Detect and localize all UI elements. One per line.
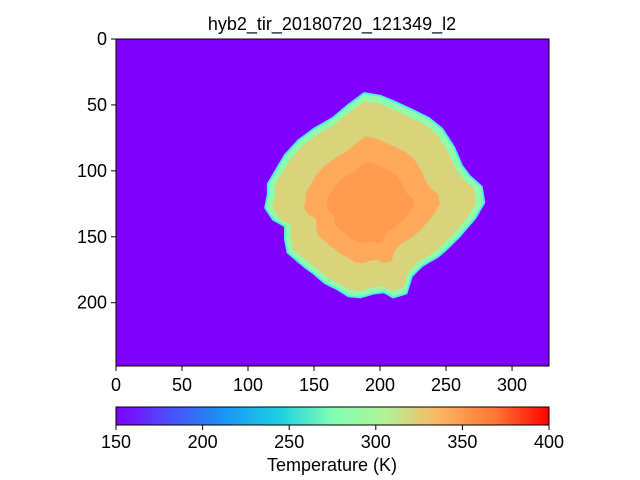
colorbar-ticks: 150 200 250 300 350 400	[101, 425, 564, 452]
x-tick-label: 150	[299, 375, 329, 395]
x-tick-label: 0	[111, 375, 121, 395]
colorbar-tick-label: 150	[101, 432, 131, 452]
colorbar-tick-label: 250	[274, 432, 304, 452]
y-tick-label: 100	[77, 161, 107, 181]
y-tick-label: 150	[77, 227, 107, 247]
colorbar-tick-label: 350	[447, 432, 477, 452]
plot-frame	[115, 38, 550, 367]
heatmap-image	[116, 39, 549, 366]
colorbar	[115, 406, 550, 426]
chart-title: hyb2_tir_20180720_121349_l2	[208, 14, 456, 35]
asteroid-surface	[272, 101, 477, 292]
x-tick-label: 200	[365, 375, 395, 395]
y-axis: 0 50 100 150 200	[77, 29, 116, 313]
x-tick-label: 250	[431, 375, 461, 395]
y-tick-label: 50	[87, 95, 107, 115]
hot-zone	[326, 161, 415, 244]
y-tick-label: 0	[97, 29, 107, 49]
colorbar-tick-label: 400	[534, 432, 564, 452]
x-tick-label: 300	[497, 375, 527, 395]
colorbar-label: Temperature (K)	[267, 455, 397, 475]
x-tick-label: 100	[233, 375, 263, 395]
y-tick-label: 200	[77, 293, 107, 313]
colorbar-tick-label: 200	[188, 432, 218, 452]
x-axis: 0 50 100 150 200 250 300	[111, 366, 527, 395]
colorbar-tick-label: 300	[361, 432, 391, 452]
x-tick-label: 50	[172, 375, 192, 395]
